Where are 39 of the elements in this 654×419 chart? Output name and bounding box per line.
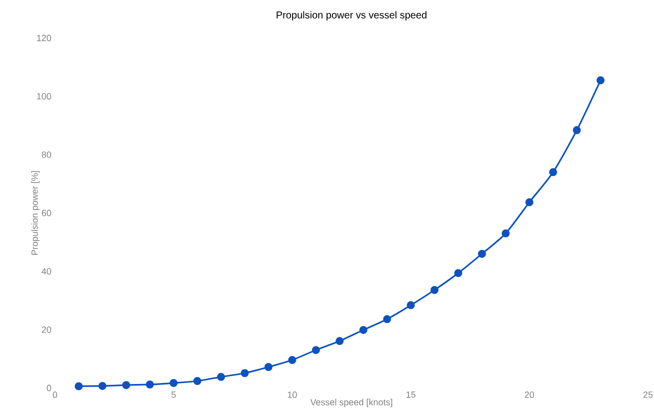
point [288,356,296,364]
x-tick-label: 20 [524,392,534,398]
y-tick-label: 40 [42,268,52,275]
y-tick-label: 100 [37,93,52,100]
x-tick-label: 15 [406,392,416,398]
y-axis-title: Propulsion power [%] [31,171,40,255]
point [240,369,249,378]
x-tick-label: 5 [171,392,176,398]
x-tick-label: 0 [52,392,58,398]
point [430,286,439,294]
point [359,326,368,334]
x-tick-label: 10 [288,392,297,398]
point [74,382,83,390]
y-tick-label: 0 [46,384,52,392]
y-tick-label: 120 [37,34,52,42]
point [502,229,510,238]
y-tick-label: 20 [42,326,52,333]
point [478,250,486,258]
y-tick-label: 80 [42,151,52,158]
point [572,126,581,134]
point [264,362,272,371]
point [336,337,344,346]
point [549,168,558,176]
point [406,301,415,310]
x-tick-label: 25 [643,392,653,398]
point [525,198,534,206]
point [383,315,392,324]
point [122,381,130,390]
y-tick-label: 60 [42,210,52,216]
point [454,269,462,278]
point [170,379,178,388]
point [193,376,202,385]
chart-title: Propulsion power vs vessel speed [276,11,426,20]
point [312,346,320,354]
point [146,380,154,388]
point [98,382,106,390]
x-axis-title: Vessel speed [knots] [310,398,392,408]
point [596,76,605,84]
point [217,372,226,381]
